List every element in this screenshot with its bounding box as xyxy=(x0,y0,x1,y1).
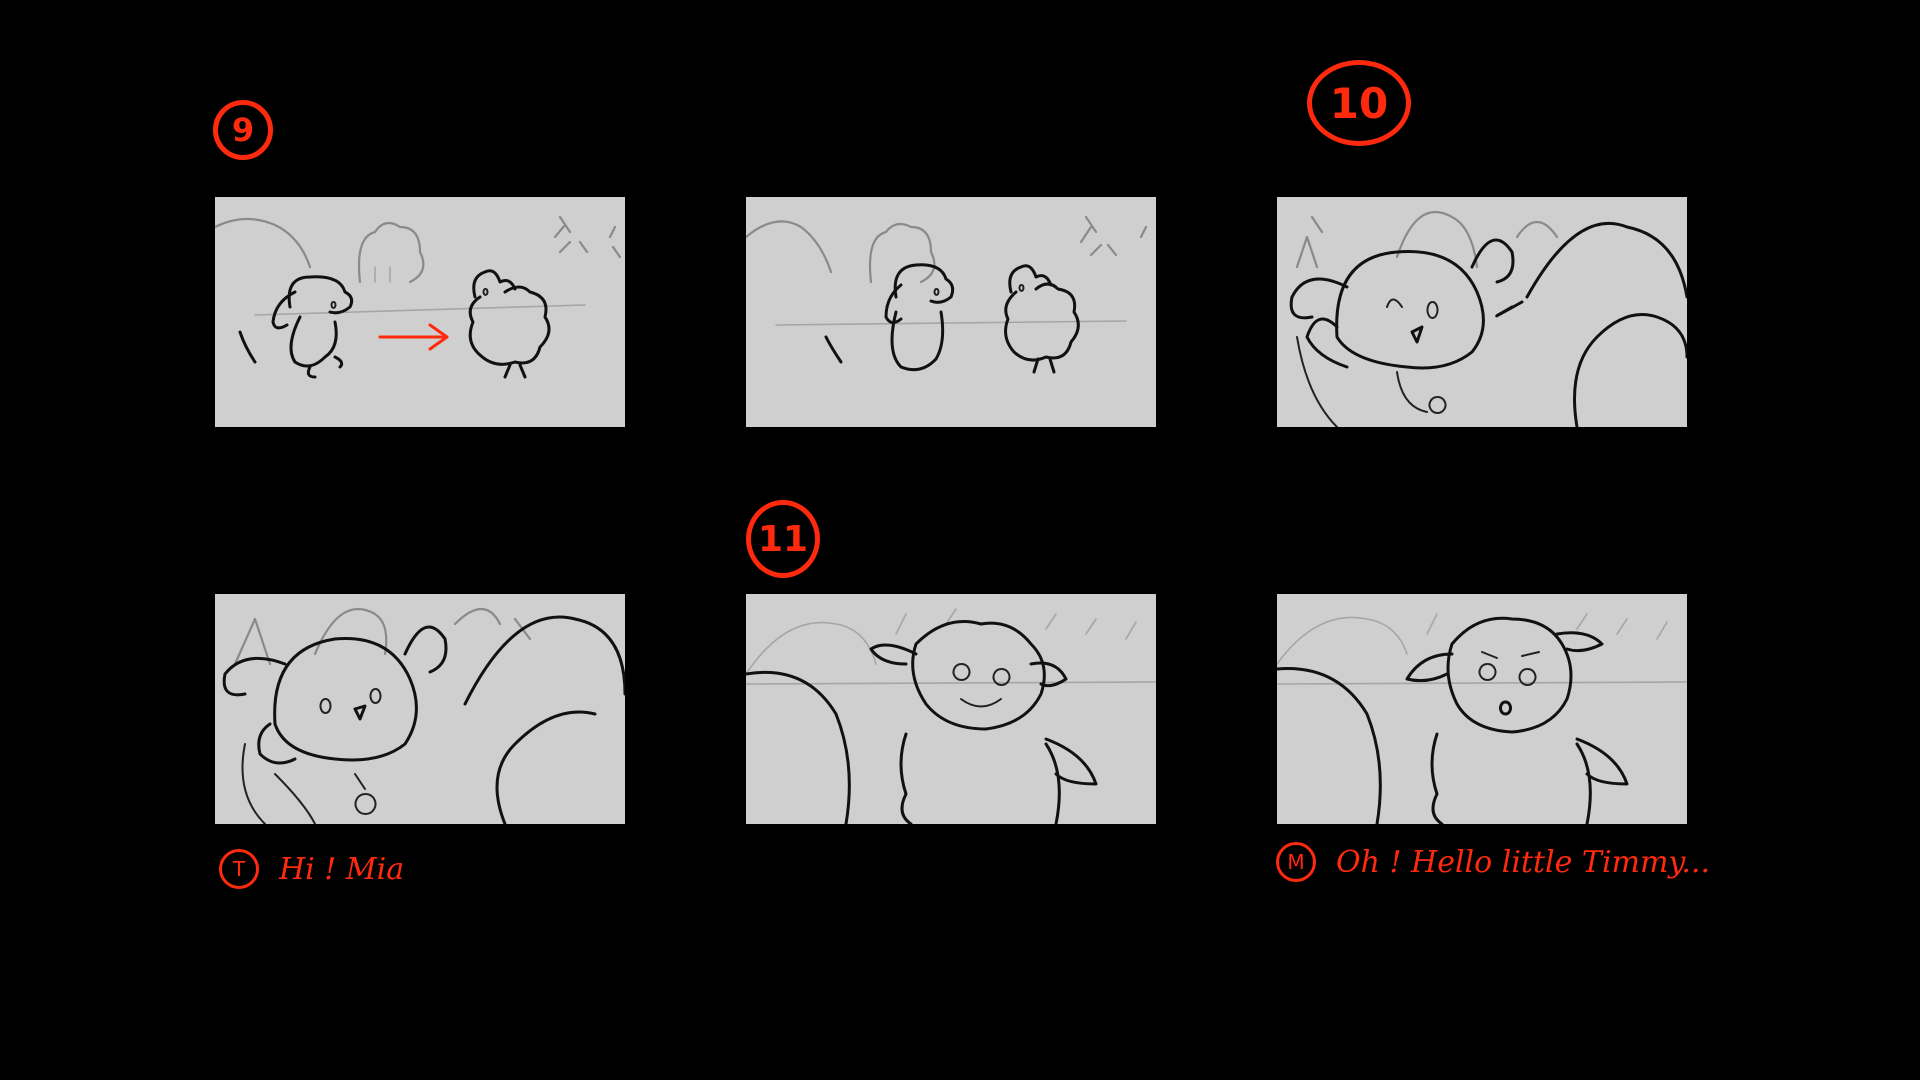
dialogue-line-mia: Oh ! Hello little Timmy... xyxy=(1336,844,1711,880)
speaker-badge-t: T xyxy=(219,849,259,889)
shot-number-11: 11 xyxy=(746,500,820,578)
storyboard-panel-3 xyxy=(1277,197,1687,427)
dialogue-caption-timmy: T Hi ! Mia xyxy=(219,849,404,889)
speaker-badge-m: M xyxy=(1276,842,1316,882)
storyboard-panel-2 xyxy=(746,197,1156,427)
dialogue-caption-mia: M Oh ! Hello little Timmy... xyxy=(1276,842,1710,882)
shot-number-10: 10 xyxy=(1307,60,1411,146)
storyboard-panel-6 xyxy=(1277,594,1687,824)
storyboard-panel-5 xyxy=(746,594,1156,824)
storyboard-panel-4 xyxy=(215,594,625,824)
shot-number-9: 9 xyxy=(213,100,273,160)
storyboard-panel-1 xyxy=(215,197,625,427)
dialogue-line-timmy: Hi ! Mia xyxy=(279,851,405,887)
